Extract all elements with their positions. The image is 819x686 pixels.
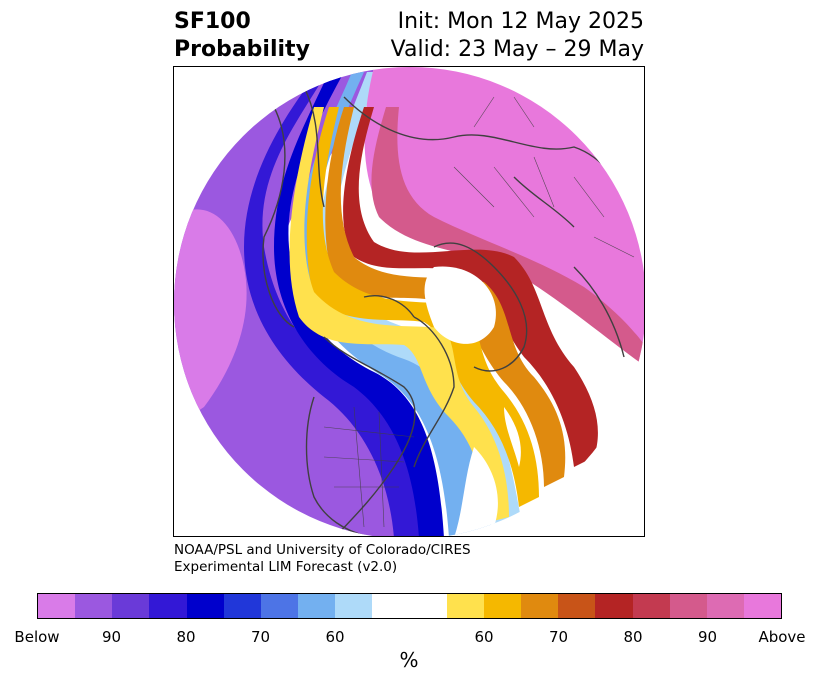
- colorbar-tick-label: 80: [176, 628, 196, 646]
- colorbar-tick-label: 90: [697, 628, 718, 646]
- colorbar-swatch: [112, 594, 150, 618]
- colorbar-swatch: [669, 594, 707, 618]
- colorbar-swatch: [558, 594, 596, 618]
- colorbar-swatch: [260, 594, 299, 618]
- valid-range: Valid: 23 May – 29 May: [390, 37, 644, 62]
- colorbar-unit: %: [399, 648, 419, 672]
- below-band-blue: [274, 72, 444, 536]
- colorbar-tick-label: 60: [325, 628, 345, 646]
- colorbar-tick-label: Above: [758, 628, 806, 646]
- colorbar-swatch: [521, 594, 559, 618]
- credit-line-1: NOAA/PSL and University of Colorado/CIRE…: [174, 542, 471, 558]
- colorbar-tick-label: 70: [250, 628, 271, 646]
- map-title: SF100 Probability: [174, 8, 310, 64]
- colorbar-swatch: [409, 594, 447, 618]
- political-borders: [323, 86, 635, 528]
- map-canvas: [174, 67, 644, 536]
- colorbar-swatch: [186, 594, 224, 618]
- colorbar-swatch: [75, 594, 113, 618]
- probability-field: [174, 67, 644, 536]
- colorbar-swatch: [632, 594, 670, 618]
- above-band-rose: [371, 107, 644, 367]
- colorbar-tick-label: 80: [623, 628, 643, 646]
- neutral-area-1: [424, 266, 496, 344]
- below-band-sky: [299, 72, 494, 536]
- colorbar-swatch: [706, 594, 744, 618]
- colorbar-swatch: [149, 594, 187, 618]
- credit: NOAA/PSL and University of Colorado/CIRE…: [174, 542, 471, 576]
- coastlines: [262, 86, 635, 536]
- neutral-area-3: [504, 407, 521, 467]
- credit-line-2: Experimental LIM Forecast (v2.0): [174, 559, 398, 575]
- neutral-area-2: [454, 447, 498, 536]
- colorbar-tick-label: 60: [474, 628, 494, 646]
- colorbar-swatch: [595, 594, 633, 618]
- colorbar-tick-label: 70: [548, 628, 569, 646]
- above-band-yellow: [289, 107, 509, 522]
- colorbar-swatch: [223, 594, 261, 618]
- forecast-dates: Init: Mon 12 May 2025 Valid: 23 May – 29…: [391, 8, 644, 64]
- colorbar-swatch: [743, 594, 782, 618]
- colorbar-tick-label: 90: [101, 628, 122, 646]
- colorbar-swatch: [372, 594, 410, 618]
- colorbar-swatch: [483, 594, 522, 618]
- above-band-gold: [306, 107, 539, 507]
- below-band-indigo: [244, 77, 424, 536]
- colorbar-swatch: [298, 594, 336, 618]
- colorbar-swatch: [335, 594, 373, 618]
- init-date: Init: Mon 12 May 2025: [397, 9, 644, 34]
- above-band-red: [343, 107, 598, 467]
- colorbar-tick-label: Below: [14, 628, 60, 646]
- below-band-violet: [174, 209, 247, 427]
- title-line-2: Probability: [174, 37, 310, 62]
- colorbar-swatch: [38, 594, 76, 618]
- polar-map: [173, 66, 645, 537]
- colorbar: [37, 593, 782, 619]
- title-line-1: SF100: [174, 9, 251, 34]
- colorbar-swatch: [446, 594, 484, 618]
